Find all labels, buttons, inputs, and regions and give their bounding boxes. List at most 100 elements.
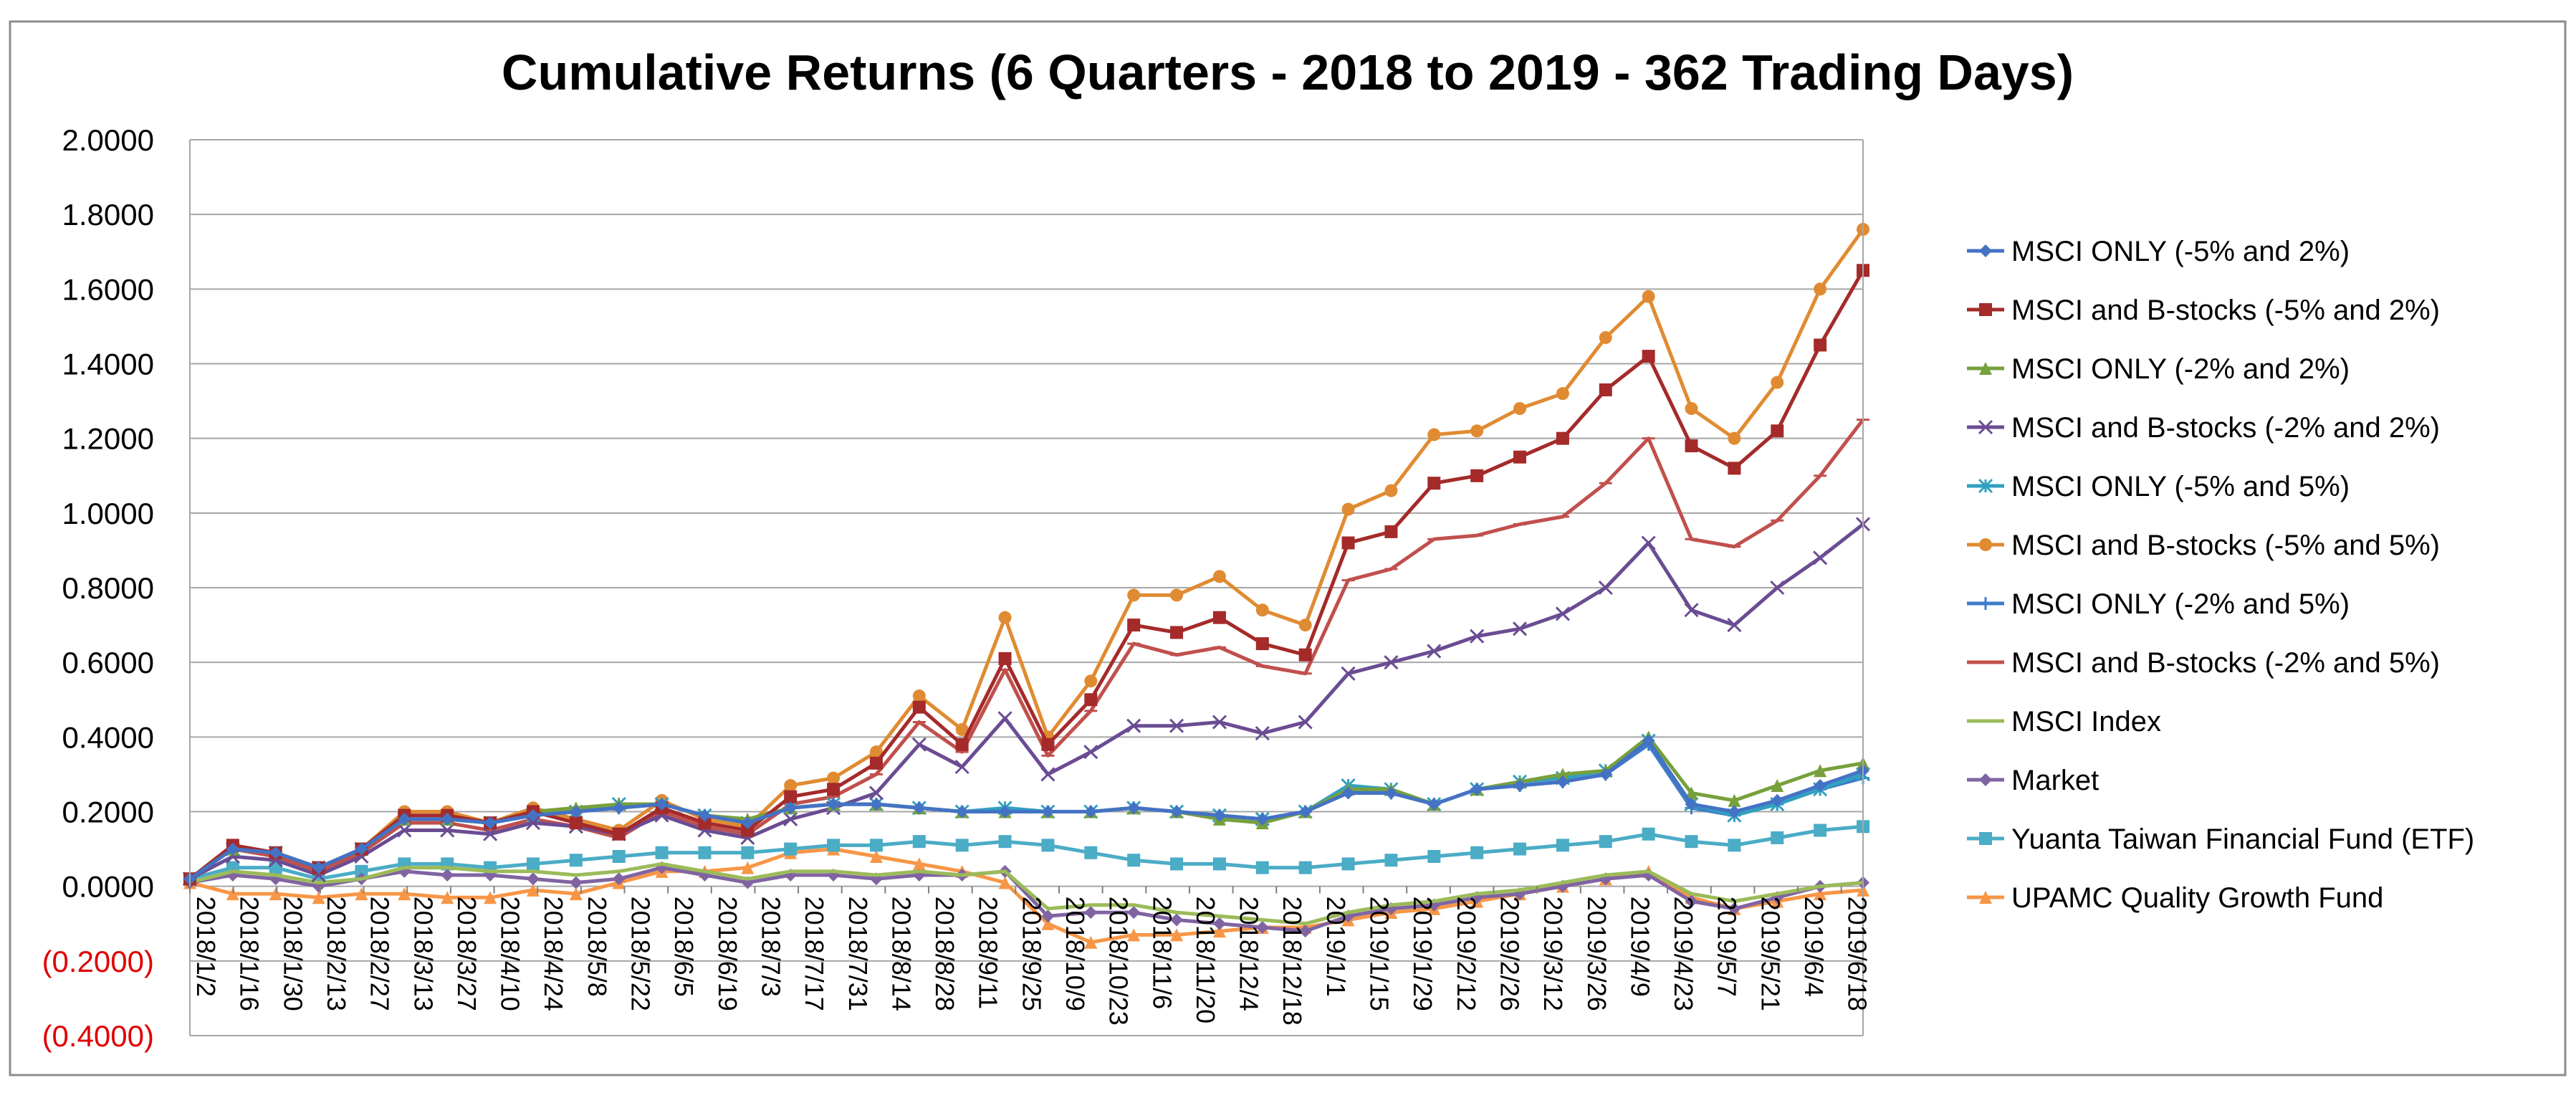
data-point <box>1814 282 1827 296</box>
x-tick-label: 2019/2/26 <box>1495 897 1524 1011</box>
legend: MSCI ONLY (-5% and 2%) MSCI and B-stocks … <box>1967 236 2474 914</box>
data-point <box>1556 839 1569 852</box>
legend-entry: MSCI and B-stocks (-5% and 5%) <box>1967 530 2440 561</box>
data-point <box>1771 376 1784 389</box>
x-tick-label: 2018/4/24 <box>539 897 568 1011</box>
data-point <box>1041 917 1055 930</box>
data-point <box>226 887 239 901</box>
data-point <box>569 876 583 889</box>
data-point <box>1728 462 1741 475</box>
series-line <box>188 228 1865 881</box>
series-9 <box>189 861 1864 926</box>
data-point <box>1728 793 1741 807</box>
data-point <box>1771 779 1784 793</box>
y-tick-label: 0.4000 <box>62 720 154 754</box>
legend-label: Yuanta Taiwan Financial Fund (ETF) <box>2011 823 2474 855</box>
data-point <box>1979 362 1992 375</box>
data-point <box>1170 857 1184 871</box>
data-point <box>912 689 926 703</box>
data-point <box>1513 402 1527 415</box>
data-point <box>1384 525 1398 538</box>
series-2 <box>183 264 1869 886</box>
legend-entry: Yuanta Taiwan Financial Fund (ETF) <box>1967 823 2474 855</box>
data-point <box>483 826 498 841</box>
x-tick-label: 2018/8/28 <box>930 897 959 1011</box>
y-tick-label: 0.8000 <box>62 571 154 605</box>
data-point <box>1513 450 1527 464</box>
data-point <box>1384 786 1398 800</box>
data-point <box>1814 764 1827 778</box>
data-point <box>484 891 497 904</box>
legend-entry: UPAMC Quality Growth Fund <box>1967 882 2383 914</box>
data-point <box>1298 619 1312 632</box>
data-point <box>526 857 540 871</box>
data-point <box>1979 832 1992 845</box>
data-point <box>698 816 712 830</box>
data-point <box>1685 786 1698 800</box>
data-point <box>1470 629 1485 644</box>
data-point <box>1979 891 1992 904</box>
data-point <box>1384 484 1398 497</box>
legend-entry: Market <box>1967 765 2099 796</box>
data-point <box>1255 812 1269 826</box>
data-point <box>1556 387 1569 401</box>
data-point <box>1084 846 1098 859</box>
legend-label: UPAMC Quality Growth Fund <box>2011 882 2383 914</box>
data-point <box>569 887 583 901</box>
data-point <box>441 869 454 882</box>
data-point <box>1212 857 1226 871</box>
x-tick-label: 2019/2/12 <box>1452 897 1481 1011</box>
data-point <box>440 823 455 838</box>
x-tick-label: 2018/10/23 <box>1104 897 1134 1026</box>
legend-label: MSCI and B-stocks (-2% and 5%) <box>2011 647 2440 679</box>
data-point <box>1084 935 1098 949</box>
data-point <box>1556 431 1569 445</box>
data-point <box>1728 839 1741 852</box>
data-point <box>612 872 626 886</box>
x-tick-label: 2018/7/31 <box>843 897 873 1011</box>
y-tick-label: 1.8000 <box>62 198 154 231</box>
data-point <box>1298 925 1312 938</box>
data-point <box>1127 906 1141 920</box>
data-point <box>484 816 497 830</box>
x-tick-label: 2018/2/13 <box>322 897 351 1011</box>
y-tick-label: 0.0000 <box>62 870 154 904</box>
data-point <box>569 805 583 818</box>
data-point <box>1979 773 1992 786</box>
data-point <box>398 887 411 901</box>
data-point <box>1127 801 1141 815</box>
chart-border <box>9 20 2567 1076</box>
legend-label: MSCI ONLY (-5% and 2%) <box>2011 236 2350 267</box>
data-point <box>1427 798 1441 811</box>
data-point <box>1255 637 1269 651</box>
x-tick-label: 2018/4/10 <box>496 897 525 1011</box>
data-point <box>998 651 1012 665</box>
data-point <box>998 611 1012 624</box>
data-point <box>784 801 798 815</box>
x-tick-label: 2019/6/4 <box>1799 897 1829 997</box>
data-point <box>569 816 583 830</box>
legend-entry: MSCI ONLY (-2% and 5%) <box>1967 588 2350 620</box>
x-tick-label: 2018/7/3 <box>756 897 785 997</box>
data-point <box>1083 745 1098 760</box>
data-point <box>1814 887 1827 901</box>
data-point <box>1598 580 1613 596</box>
data-point <box>1170 913 1184 927</box>
data-point <box>1212 570 1226 583</box>
x-tick-label: 2018/1/16 <box>235 897 264 1011</box>
data-point <box>1978 478 1993 494</box>
series-line <box>189 824 1864 881</box>
data-point <box>1212 715 1227 730</box>
data-point <box>868 786 884 801</box>
data-point <box>1770 580 1785 596</box>
data-point <box>1641 535 1656 550</box>
data-point <box>1170 805 1184 818</box>
data-point <box>1427 428 1441 441</box>
legend-entry: MSCI Index <box>1967 706 2161 737</box>
chart-title: Cumulative Returns (6 Quarters - 2018 to… <box>502 44 2074 100</box>
legend-label: MSCI ONLY (-2% and 2%) <box>2011 353 2350 385</box>
data-point <box>1979 303 1992 316</box>
data-point <box>1427 850 1441 863</box>
x-tick-label: 2019/3/12 <box>1538 897 1568 1011</box>
data-point <box>1341 536 1355 550</box>
